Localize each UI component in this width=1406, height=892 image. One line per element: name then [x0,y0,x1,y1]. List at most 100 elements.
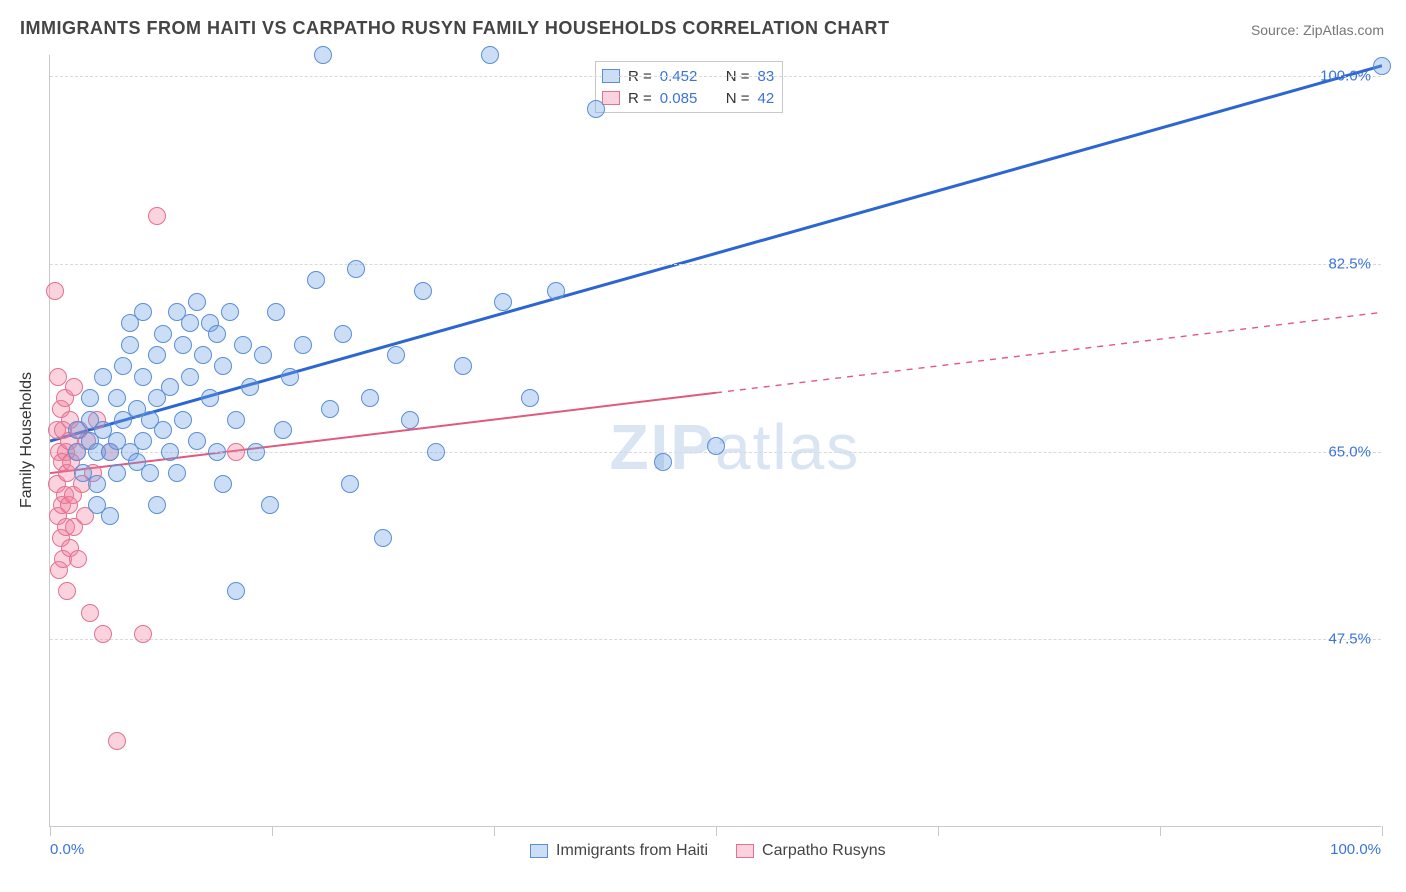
x-tick [272,826,273,836]
pink-point [94,625,112,643]
pink-point [58,582,76,600]
pink-point [108,732,126,750]
pink-trendline-dashed [716,312,1382,392]
blue-point [321,400,339,418]
pink-point [134,625,152,643]
blue-point [374,529,392,547]
blue-point [241,378,259,396]
blue-point [261,496,279,514]
n-value: 42 [758,90,775,107]
blue-point [114,357,132,375]
blue-point [141,464,159,482]
watermark-suffix: atlas [715,411,860,483]
gridline [50,76,1381,77]
blue-point [94,368,112,386]
blue-point [314,46,332,64]
blue-point [281,368,299,386]
pink-point [65,378,83,396]
n-label: N = [726,90,750,107]
watermark: ZIPatlas [609,410,860,484]
x-tick [494,826,495,836]
blue-point [161,443,179,461]
blue-point [227,582,245,600]
legend-row-pink: R = 0.085 N = 42 [602,87,774,109]
x-tick [50,826,51,836]
x-end-label: 100.0% [1330,841,1381,858]
blue-point [334,325,352,343]
blue-point [341,475,359,493]
y-tick-label: 65.0% [1328,443,1371,460]
legend-item-pink: Carpatho Rusyns [736,842,886,860]
legend-label: Immigrants from Haiti [556,842,708,860]
blue-point [247,443,265,461]
blue-point [134,368,152,386]
blue-point [707,437,725,455]
blue-point [267,303,285,321]
x-tick [1382,826,1383,836]
blue-point [148,346,166,364]
blue-point [134,432,152,450]
blue-point [81,389,99,407]
blue-point [454,357,472,375]
blue-point [494,293,512,311]
blue-point [188,293,206,311]
pink-point [227,443,245,461]
blue-point [414,282,432,300]
blue-point [214,357,232,375]
r-value: 0.085 [660,90,708,107]
watermark-prefix: ZIP [609,411,715,483]
y-tick-label: 100.0% [1320,68,1371,85]
blue-point [194,346,212,364]
blue-point [108,464,126,482]
blue-point [161,378,179,396]
blue-point [307,271,325,289]
blue-point [101,507,119,525]
blue-point [154,325,172,343]
blue-point [401,411,419,429]
blue-point [1373,57,1391,75]
blue-point [121,336,139,354]
r-label: R = [628,90,652,107]
blue-point [654,453,672,471]
blue-point [521,389,539,407]
correlation-legend: R =0.452N =83R =0.085N =42 [595,61,783,113]
pink-swatch-icon [736,844,754,858]
blue-point [481,46,499,64]
blue-swatch-icon [530,844,548,858]
blue-point [174,336,192,354]
x-end-label: 0.0% [50,841,84,858]
x-tick [1160,826,1161,836]
blue-point [214,475,232,493]
blue-point [427,443,445,461]
blue-point [154,421,172,439]
plot-area: ZIPatlas R =0.452N =83R =0.085N =42 Immi… [49,55,1381,827]
blue-point [254,346,272,364]
y-tick-label: 82.5% [1328,256,1371,273]
pink-point [49,368,67,386]
chart-title: IMMIGRANTS FROM HAITI VS CARPATHO RUSYN … [20,18,890,39]
blue-point [201,389,219,407]
blue-point [174,411,192,429]
gridline [50,639,1381,640]
legend-label: Carpatho Rusyns [762,842,886,860]
pink-point [148,207,166,225]
blue-point [148,496,166,514]
blue-point [208,325,226,343]
blue-point [134,303,152,321]
pink-swatch-icon [602,91,620,105]
blue-point [181,368,199,386]
y-axis-title: Family Households [18,372,36,508]
blue-point [108,389,126,407]
blue-point [188,432,206,450]
blue-point [221,303,239,321]
pink-point [69,550,87,568]
blue-point [227,411,245,429]
blue-point [387,346,405,364]
source-label: Source: ZipAtlas.com [1251,22,1384,38]
pink-point [46,282,64,300]
blue-point [88,475,106,493]
blue-point [208,443,226,461]
blue-point [587,100,605,118]
blue-point [294,336,312,354]
blue-point [347,260,365,278]
